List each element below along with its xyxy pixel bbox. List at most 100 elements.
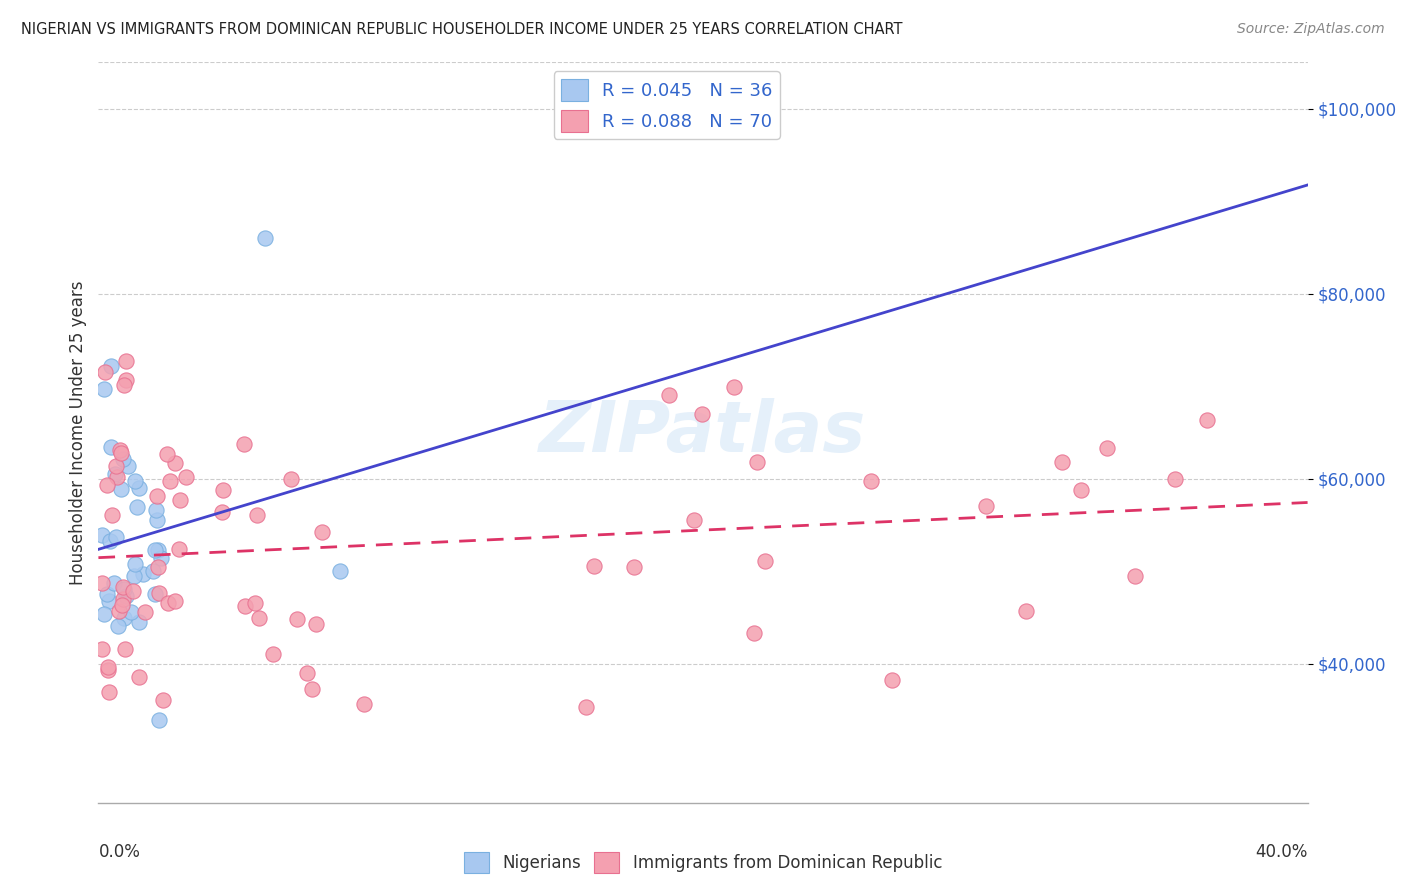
Point: [107, 619, 129, 633]
Point: [165, 456, 187, 470]
Point: [100, 533, 122, 548]
Point: [98, 594, 121, 608]
Point: [148, 713, 170, 727]
Point: [243, 596, 266, 610]
Point: [690, 407, 713, 421]
Point: [96, 587, 118, 601]
Point: [100, 508, 122, 522]
Point: [353, 697, 375, 711]
Point: [105, 530, 128, 544]
Point: [658, 388, 681, 402]
Point: [114, 582, 136, 596]
Point: [107, 469, 129, 483]
Point: [723, 380, 745, 394]
Point: [110, 483, 132, 497]
Point: [117, 458, 139, 473]
Point: [1125, 569, 1147, 583]
Point: [128, 615, 150, 629]
Point: [311, 525, 333, 540]
Point: [211, 505, 233, 519]
Point: [125, 500, 148, 514]
Text: ZIPatlas: ZIPatlas: [540, 398, 866, 467]
Point: [232, 436, 254, 450]
Point: [134, 605, 156, 619]
Text: Source: ZipAtlas.com: Source: ZipAtlas.com: [1237, 22, 1385, 37]
Point: [247, 611, 270, 625]
Point: [305, 616, 328, 631]
Point: [124, 558, 146, 572]
Point: [93, 382, 115, 396]
Point: [111, 580, 134, 594]
Point: [742, 626, 765, 640]
Point: [93, 607, 115, 621]
Point: [90, 528, 112, 542]
Point: [93, 365, 115, 379]
Point: [253, 231, 276, 245]
Point: [112, 611, 135, 625]
Text: NIGERIAN VS IMMIGRANTS FROM DOMINICAN REPUBLIC HOUSEHOLDER INCOME UNDER 25 YEARS: NIGERIAN VS IMMIGRANTS FROM DOMINICAN RE…: [21, 22, 903, 37]
Point: [156, 596, 179, 610]
Point: [1195, 413, 1218, 427]
Point: [169, 541, 191, 556]
Point: [104, 459, 127, 474]
Point: [100, 440, 122, 454]
Point: [111, 452, 134, 467]
Point: [114, 373, 136, 387]
Point: [124, 474, 146, 488]
Point: [143, 587, 166, 601]
Point: [212, 483, 235, 497]
Point: [159, 474, 181, 488]
Point: [112, 378, 135, 392]
Point: [301, 682, 323, 697]
Point: [145, 503, 167, 517]
Point: [683, 513, 706, 527]
Point: [754, 554, 776, 568]
Point: [114, 642, 136, 657]
Point: [329, 565, 352, 579]
Point: [100, 359, 122, 374]
Point: [1052, 455, 1074, 469]
Point: [174, 470, 197, 484]
Point: [111, 592, 134, 607]
Point: [103, 575, 125, 590]
Point: [295, 665, 318, 680]
Point: [114, 589, 136, 603]
Point: [121, 584, 143, 599]
Point: [1164, 471, 1187, 485]
Legend: Nigerians, Immigrants from Dominican Republic: Nigerians, Immigrants from Dominican Rep…: [457, 846, 949, 880]
Point: [148, 560, 170, 574]
Point: [91, 575, 114, 590]
Point: [976, 499, 998, 513]
Point: [124, 569, 146, 583]
Point: [142, 565, 165, 579]
Point: [1070, 483, 1092, 497]
Point: [115, 353, 138, 368]
Point: [108, 604, 131, 618]
Point: [165, 593, 187, 607]
Point: [146, 513, 169, 527]
Point: [120, 606, 142, 620]
Point: [882, 673, 904, 688]
Text: 40.0%: 40.0%: [1256, 843, 1308, 861]
Point: [146, 542, 169, 557]
Point: [110, 446, 132, 460]
Point: [110, 442, 132, 457]
Point: [245, 508, 267, 522]
Point: [145, 489, 167, 503]
Text: 0.0%: 0.0%: [98, 843, 141, 861]
Point: [143, 543, 166, 558]
Point: [1015, 604, 1038, 618]
Point: [169, 493, 191, 508]
Point: [156, 447, 179, 461]
Point: [280, 472, 302, 486]
Point: [582, 559, 605, 574]
Legend: R = 0.045   N = 36, R = 0.088   N = 70: R = 0.045 N = 36, R = 0.088 N = 70: [554, 71, 780, 139]
Point: [575, 700, 598, 714]
Point: [262, 647, 284, 661]
Point: [1095, 441, 1118, 455]
Point: [128, 669, 150, 683]
Point: [97, 685, 120, 699]
Point: [149, 550, 172, 565]
Point: [152, 693, 174, 707]
Point: [91, 642, 114, 657]
